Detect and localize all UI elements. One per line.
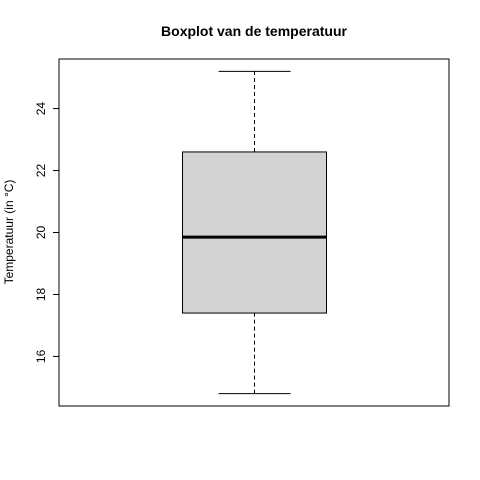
y-tick-label: 18 (34, 287, 48, 301)
y-tick-label: 22 (34, 164, 48, 178)
y-axis-label: Temperatuur (in °C) (2, 180, 16, 285)
y-tick-label: 20 (34, 226, 48, 240)
interquartile-box (182, 151, 327, 314)
y-tick-label: 24 (34, 102, 48, 116)
chart-title: Boxplot van de temperatuur (161, 23, 347, 39)
y-tick-label: 16 (34, 349, 48, 363)
box-group (182, 70, 327, 395)
y-axis: 16 18 20 22 24 (34, 102, 60, 363)
